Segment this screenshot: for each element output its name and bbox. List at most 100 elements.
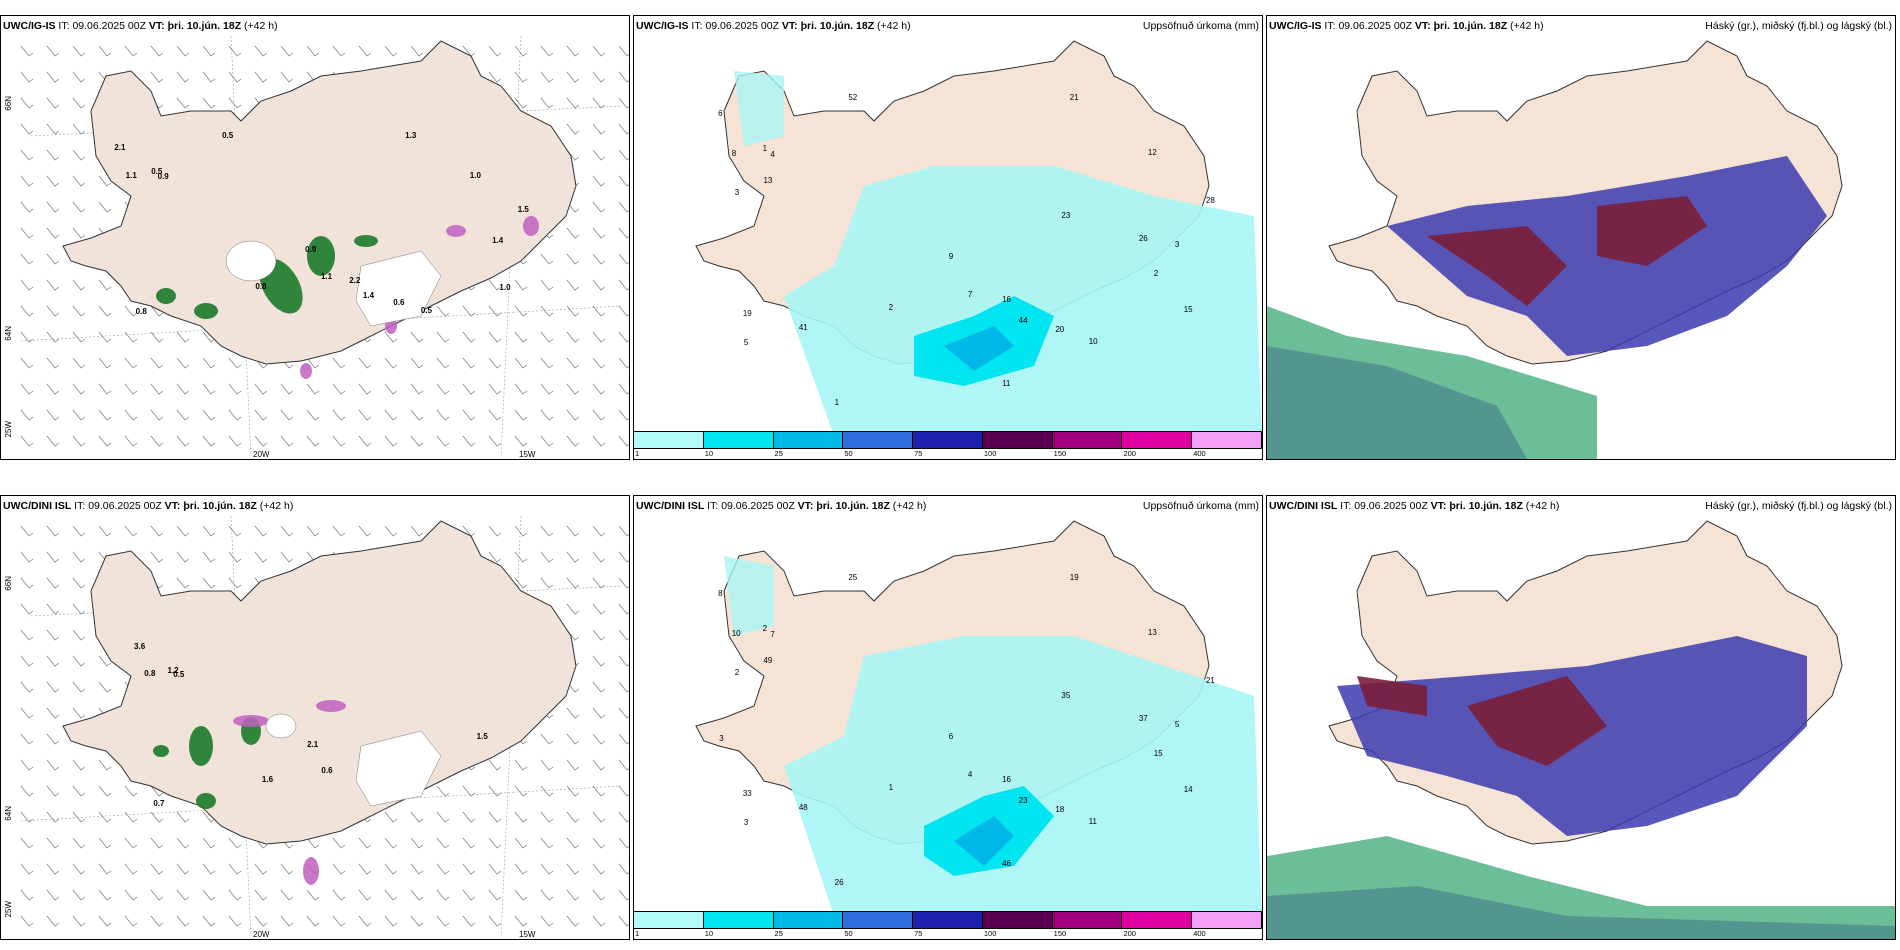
wind-barb (384, 331, 398, 343)
wind-barb (72, 97, 86, 109)
map-value-label: 1.5 (517, 204, 529, 214)
wind-barb (332, 863, 346, 875)
wind-barb (46, 123, 60, 135)
wind-barb (566, 383, 580, 395)
wind-barb (384, 383, 398, 395)
wind-barb (176, 435, 190, 447)
map-value-label: 7 (770, 630, 775, 640)
wind-barb (72, 357, 86, 369)
wind-barb (306, 383, 320, 395)
map-value-label: 5 (743, 337, 749, 347)
wind-barb (436, 435, 450, 447)
wind-value-labels: 0.5 0.8 0.8 1.4 0.9 1.1 0.9 2.1 1.1 0.5 1.0 1.0 2.2 0… (1, 16, 629, 459)
map-value-label: 2.1 (114, 142, 126, 152)
wind-barb (384, 915, 398, 927)
map-value-label: 2 (762, 623, 768, 633)
legend-tick-label: 100 (983, 449, 997, 458)
lat-label-25w: 25W (4, 901, 13, 918)
wind-barb (332, 45, 346, 57)
legend-tick-label: 50 (844, 449, 853, 458)
map-value-label: 37 (1138, 714, 1148, 724)
wind-barb (46, 525, 60, 537)
wind-barb (540, 71, 554, 83)
wind-barb (592, 837, 606, 849)
wind-barb (618, 733, 629, 745)
panel-bottom-precip: UWC/DINI ISL IT: 09.06.2025 00Z VT: þri.… (633, 495, 1263, 940)
wind-barb (176, 45, 190, 57)
wind-barb (410, 863, 424, 875)
wind-barb (592, 149, 606, 161)
wind-barb (176, 889, 190, 901)
wind-barb (514, 577, 528, 589)
wind-barb (566, 707, 580, 719)
wind-barb (618, 629, 629, 641)
wind-barb (150, 837, 164, 849)
legend-swatch (982, 432, 1053, 448)
panel-title: UWC/DINI ISL IT: 09.06.2025 00Z VT: þri.… (636, 500, 927, 512)
wind-barb (254, 409, 268, 421)
wind-barb (150, 409, 164, 421)
map-value-label: 3 (719, 734, 724, 743)
panel-title: UWC/IG-IS IT: 09.06.2025 00Z VT: þri. 10… (636, 20, 911, 32)
map-value-label: 7 (967, 289, 973, 299)
map-value-label: 1.0 (469, 170, 481, 180)
panel-subtitle: Uppsöfnuð úrkoma (mm) (1142, 20, 1259, 32)
wind-barb (254, 525, 268, 537)
wind-barb (410, 889, 424, 901)
wind-barb (566, 97, 580, 109)
map-value-label: 9 (948, 251, 954, 261)
wind-barb (72, 889, 86, 901)
wind-barb (618, 889, 629, 901)
map-value-label: 1.6 (261, 775, 274, 785)
lon-label-15w: 15W (519, 450, 536, 459)
legend-swatch (703, 912, 774, 928)
wind-barb (20, 577, 34, 589)
wind-barb (72, 785, 86, 797)
wind-barb (384, 45, 398, 57)
wind-barb (20, 525, 34, 537)
wind-barb (72, 175, 86, 187)
wind-barb (488, 409, 502, 421)
wind-barb (436, 811, 450, 823)
wind-barb (20, 837, 34, 849)
wind-barb (566, 525, 580, 537)
wind-barb (124, 889, 138, 901)
wind-barb (592, 279, 606, 291)
map-value-label: 16 (1002, 294, 1011, 304)
wind-barb (98, 915, 112, 927)
wind-barb (124, 357, 138, 369)
wind-barb (254, 915, 268, 927)
wind-barb (72, 525, 86, 537)
wind-barb (540, 915, 554, 927)
wind-barb (384, 357, 398, 369)
wind-barb (150, 889, 164, 901)
wind-barb (46, 71, 60, 83)
wind-barb (592, 383, 606, 395)
wind-barb (254, 863, 268, 875)
wind-barb (566, 305, 580, 317)
wind-barb (410, 383, 424, 395)
wind-barb (332, 525, 346, 537)
precip-legend (634, 431, 1262, 449)
wind-barb (20, 357, 34, 369)
legend-tick-label: 25 (774, 929, 783, 938)
wind-barb (98, 811, 112, 823)
wind-barb (98, 175, 112, 187)
wind-barb (202, 811, 216, 823)
map-value-label: 8 (718, 589, 723, 599)
wind-barb (124, 837, 138, 849)
cloud-map (1267, 40, 1843, 459)
wind-barb (618, 123, 629, 135)
wind-barb (566, 603, 580, 615)
wind-barb (436, 785, 450, 797)
panel-top-precip: UWC/IG-IS IT: 09.06.2025 00Z VT: þri. 10… (633, 15, 1263, 460)
wind-barb (566, 357, 580, 369)
legend-swatch (982, 912, 1053, 928)
wind-barb (228, 357, 242, 369)
wind-barb (20, 201, 34, 213)
wind-barb (592, 175, 606, 187)
wind-barb (72, 149, 86, 161)
cloud-map (1267, 520, 1895, 939)
wind-barb (462, 383, 476, 395)
wind-barb (488, 525, 502, 537)
